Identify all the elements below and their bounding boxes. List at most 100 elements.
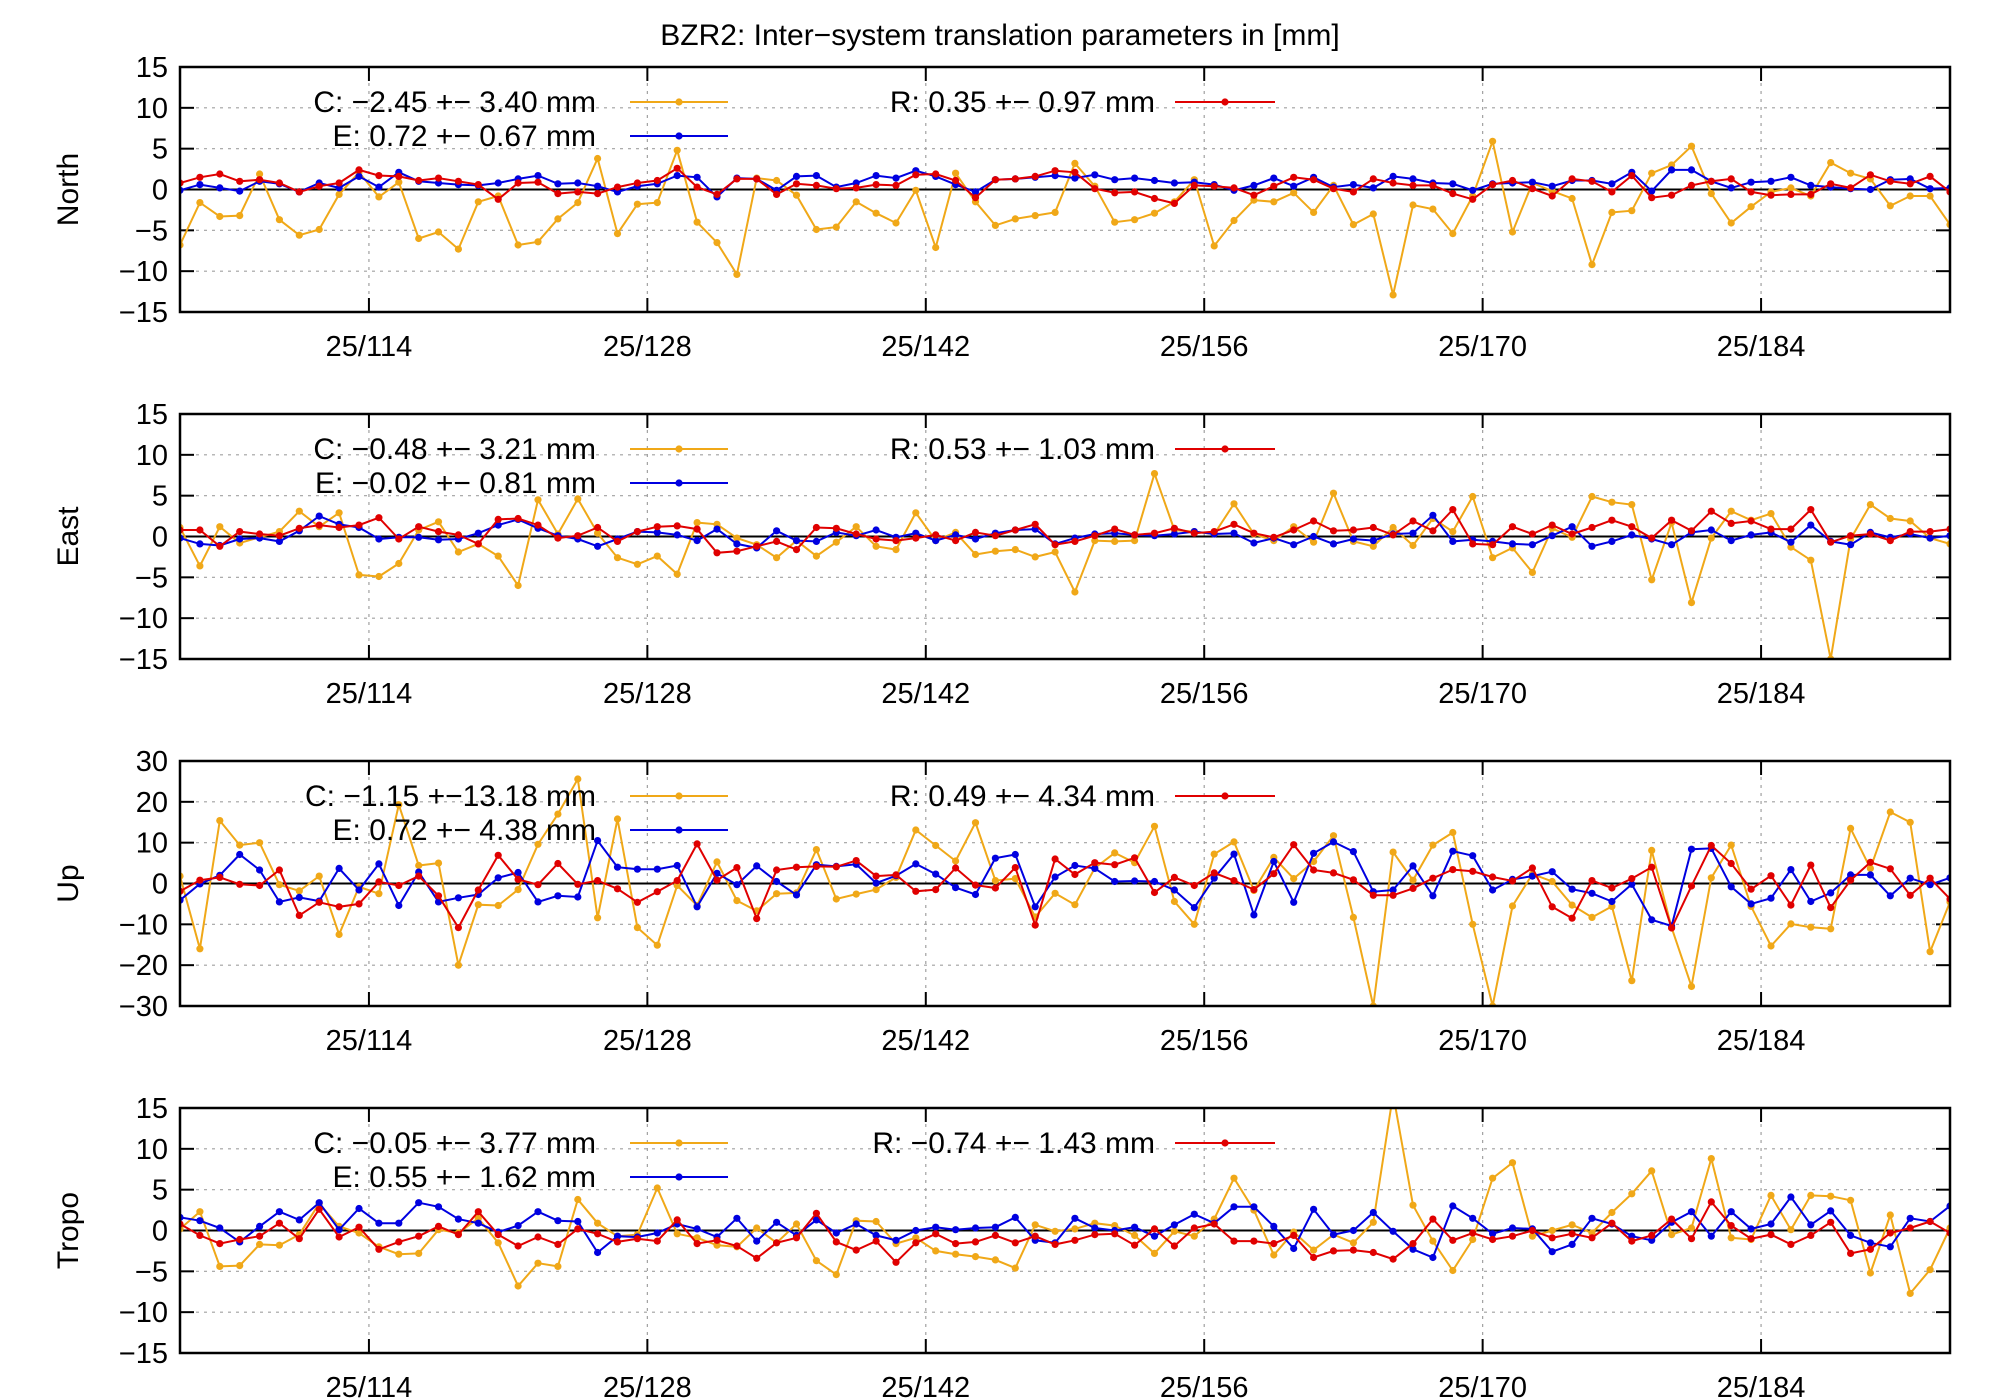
tropo-point-C [673, 1230, 681, 1238]
up-point-E [236, 850, 244, 859]
north-point-R [275, 179, 283, 187]
east-point-E [1926, 534, 1934, 542]
tropo-point-R [1548, 1234, 1556, 1242]
up-point-R [1628, 875, 1636, 883]
east-point-R [753, 542, 761, 550]
north-point-C [991, 221, 1000, 229]
up-point-E [256, 866, 264, 874]
north-point-R [1986, 179, 1993, 186]
up-point-R [1349, 876, 1357, 884]
east-ylabel: East [52, 506, 85, 567]
north-point-R [1588, 177, 1596, 185]
north-point-C [295, 231, 303, 239]
tropo-point-E [395, 1219, 403, 1227]
north-xtick-label: 25/170 [1438, 331, 1527, 363]
east-point-R [1489, 541, 1497, 549]
north-point-R [315, 182, 323, 190]
tropo-point-R [1668, 1215, 1676, 1223]
up-point-C [514, 886, 522, 894]
east-point-E [1230, 529, 1238, 537]
tropo-point-E [1548, 1248, 1556, 1256]
up-point-C [912, 826, 920, 834]
up-point-R [1648, 863, 1656, 871]
tropo-point-E [554, 1217, 562, 1225]
east-point-R [1210, 528, 1218, 536]
tropo-point-E [216, 1224, 224, 1232]
up-plot-frame [178, 759, 1952, 1008]
east-point-E [932, 537, 940, 545]
east-point-R [1230, 520, 1238, 528]
tropo-ylabel: Tropo [52, 1192, 85, 1269]
up-point-R [1469, 867, 1477, 875]
tropo-point-R [1767, 1231, 1775, 1239]
tropo-point-R [1687, 1235, 1696, 1243]
east-point-C [991, 547, 1000, 555]
east-point-E [872, 526, 880, 534]
east-point-C [1031, 553, 1039, 561]
north-point-R [952, 176, 960, 185]
up-point-R [554, 859, 562, 868]
up-point-R [1866, 858, 1874, 866]
east-point-C [1727, 507, 1735, 515]
tropo-point-E [753, 1237, 761, 1245]
tropo-point-C [653, 1184, 661, 1192]
up-point-C [1170, 897, 1178, 906]
tropo-ytick-label: −10 [119, 1297, 168, 1329]
north-point-R [693, 183, 701, 191]
tropo-point-C [1687, 1224, 1696, 1232]
tropo-point-R [1111, 1230, 1119, 1238]
east-point-C [196, 562, 204, 570]
tropo-point-E [275, 1208, 283, 1216]
north-point-R [1548, 192, 1556, 200]
tropo-point-E [1150, 1232, 1159, 1240]
north-point-R [872, 181, 880, 189]
north-point-R [1687, 181, 1696, 189]
tropo-point-C [355, 1229, 363, 1237]
east-xtick-label: 25/170 [1438, 678, 1527, 710]
north-point-R [1886, 177, 1894, 185]
up-point-R [1528, 864, 1536, 872]
up-point-E [1270, 857, 1278, 866]
up-point-R [216, 873, 224, 882]
north-point-R [753, 175, 761, 183]
tropo-point-C [1011, 1264, 1019, 1272]
east-legend-marker-C [675, 445, 683, 453]
up-point-E [1389, 886, 1397, 894]
up-point-E [613, 863, 622, 871]
tropo-series-line-E [180, 1195, 1950, 1259]
north-point-C [1588, 261, 1596, 269]
east-point-R [494, 515, 502, 524]
up-point-E [1926, 881, 1934, 889]
up-point-R [594, 877, 602, 885]
east-ytick-label: −5 [135, 562, 168, 594]
east-point-E [1528, 541, 1536, 549]
east-point-R [673, 522, 681, 530]
east-point-E [1250, 539, 1258, 547]
up-point-R [1031, 921, 1039, 929]
up-point-C [852, 890, 860, 898]
up-point-C [1389, 848, 1397, 856]
north-legend-marker-E [675, 132, 683, 140]
tropo-point-R [1608, 1219, 1616, 1227]
tropo-point-R [1827, 1218, 1835, 1226]
east-legend-label-C: C: −0.48 +− 3.21 mm [313, 433, 596, 466]
east-point-C [216, 523, 224, 531]
east-point-E [1847, 541, 1855, 549]
north-point-R [1568, 175, 1576, 183]
north-point-E [554, 180, 562, 188]
up-point-R [1150, 888, 1159, 897]
east-xtick-label: 25/142 [881, 678, 970, 710]
tropo-point-R [1847, 1249, 1855, 1257]
east-point-E [1429, 511, 1437, 519]
tropo-point-E [1866, 1239, 1874, 1247]
east-point-E [1727, 537, 1735, 545]
tropo-point-E [355, 1204, 363, 1213]
tropo-point-R [236, 1235, 244, 1244]
north-point-R [1727, 175, 1735, 183]
east-point-C [971, 550, 980, 559]
east-point-C [1230, 500, 1238, 508]
north-point-R [256, 176, 264, 184]
up-series-line-R [180, 841, 1950, 931]
east-point-E [1787, 538, 1795, 546]
up-point-E [1986, 874, 1993, 881]
